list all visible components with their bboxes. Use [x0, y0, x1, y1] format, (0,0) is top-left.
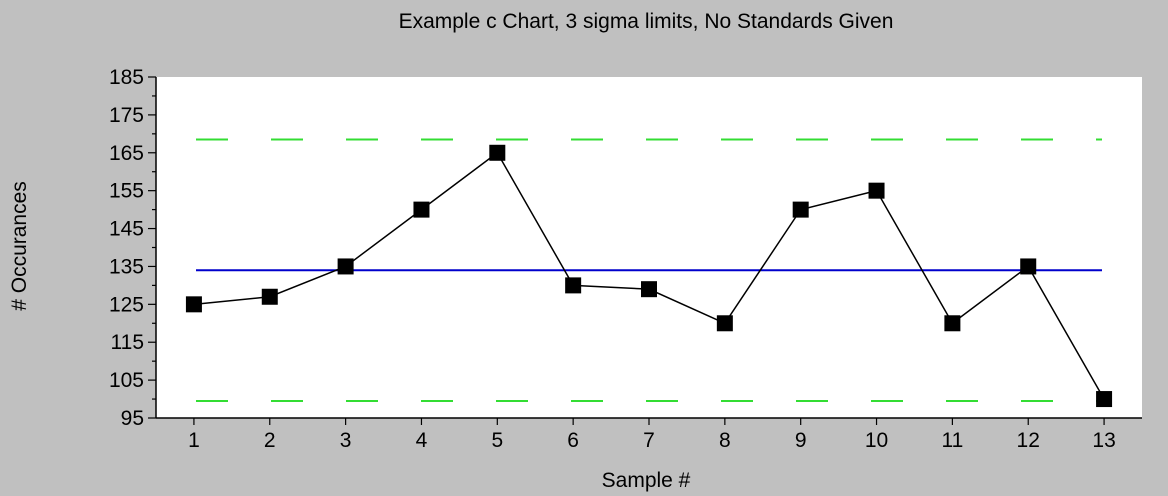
y-axis-label: # Occurances	[8, 181, 31, 311]
y-tick-label: 165	[109, 142, 144, 165]
x-tick-label: 10	[865, 429, 888, 452]
x-tick-label: 4	[416, 429, 428, 452]
y-tick-label: 155	[109, 180, 144, 203]
x-axis: 1 2 3 4 5 6 7 8 9 10 11 12 13	[156, 417, 1142, 452]
x-tick-label: 6	[567, 429, 579, 452]
y-axis: 95 105 115 125 135 145 155 165 175 185	[109, 66, 157, 430]
data-point	[261, 288, 278, 305]
y-tick-label: 95	[121, 407, 144, 430]
y-tick-label: 145	[109, 218, 144, 241]
data-point	[944, 315, 961, 332]
x-axis-label: Sample #	[602, 469, 691, 492]
data-point	[489, 144, 506, 161]
x-tick-label: 11	[941, 429, 963, 452]
data-point	[337, 258, 354, 275]
data-point	[1096, 391, 1113, 408]
series-layer	[185, 144, 1113, 408]
chart-title: Example c Chart, 3 sigma limits, No Stan…	[399, 10, 894, 33]
data-point	[792, 201, 809, 218]
data-point	[868, 182, 885, 199]
x-tick-label: 7	[643, 429, 655, 452]
y-tick-label: 125	[109, 293, 144, 316]
x-tick-label: 5	[491, 429, 503, 452]
x-tick-label: 1	[188, 429, 200, 452]
x-tick-label: 8	[719, 429, 731, 452]
data-point	[565, 277, 582, 294]
y-tick-label: 105	[109, 369, 144, 392]
y-tick-label: 185	[109, 66, 144, 89]
data-point	[413, 201, 430, 218]
y-tick-label: 115	[111, 331, 144, 354]
x-tick-label: 12	[1017, 429, 1040, 452]
y-tick-label: 175	[109, 104, 144, 127]
y-tick-label: 135	[109, 255, 144, 278]
data-point	[716, 315, 733, 332]
data-point	[185, 296, 202, 313]
data-point	[1020, 258, 1037, 275]
x-tick-label: 13	[1092, 429, 1115, 452]
x-tick-label: 3	[340, 429, 352, 452]
data-point	[641, 281, 657, 298]
x-tick-label: 9	[795, 429, 807, 452]
plot-area	[156, 77, 1142, 418]
x-tick-label: 2	[264, 429, 276, 452]
